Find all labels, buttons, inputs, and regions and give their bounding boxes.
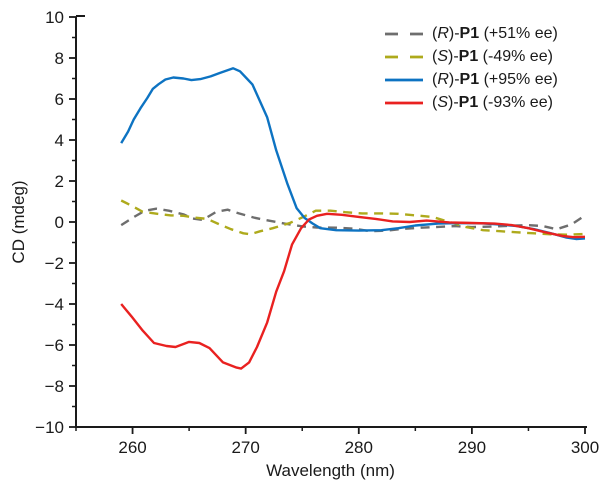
y-tick-label: 2 [55,172,64,191]
legend-item: (S)-P1 (-49% ee) [384,45,558,68]
y-tick-label: −4 [45,295,64,314]
legend-dashed-line [385,55,423,58]
legend-label: (S)-P1 (-49% ee) [432,47,553,65]
series-line-0 [120,207,586,233]
y-tick-label: 6 [55,90,64,109]
legend-dashed-line [385,32,423,35]
y-tick-label: −8 [45,377,64,396]
x-tick-label: 270 [231,438,259,457]
legend-label: (R)-P1 (+95% ee) [432,70,558,88]
legend-label: (R)-P1 (+51% ee) [432,24,558,42]
legend-item: (R)-P1 (+95% ee) [384,68,558,91]
x-tick-label: 290 [458,438,486,457]
legend: (R)-P1 (+51% ee) (S)-P1 (-49% ee) (R)-P1 (… [384,22,558,114]
series-line-1 [120,199,586,236]
x-tick-label: 300 [571,438,599,457]
y-tick-label: −6 [45,336,64,355]
x-axis-title: Wavelength (nm) [266,461,395,480]
y-tick-label: 10 [45,8,64,27]
legend-label: (S)-P1 (-93% ee) [432,93,553,111]
x-axis: 260 270 280 290 300 [75,426,599,457]
y-tick-label: 4 [55,131,64,150]
x-tick-label: 280 [345,438,373,457]
y-tick-label: 8 [55,49,64,68]
y-tick-label: 0 [55,213,64,232]
series-lines [120,67,586,370]
legend-solid-line [385,78,423,81]
y-axis-title: CD (mdeg) [9,180,28,264]
x-tick-label: 260 [118,438,146,457]
legend-item: (S)-P1 (-93% ee) [384,91,558,114]
y-tick-label: −10 [35,418,64,437]
legend-item: (R)-P1 (+51% ee) [384,22,558,45]
series-line-3 [120,212,586,370]
legend-solid-line [385,101,423,104]
y-axis: −10 −8 −6 −4 −2 0 2 4 6 8 10 [35,8,85,437]
y-tick-label: −2 [45,254,64,273]
